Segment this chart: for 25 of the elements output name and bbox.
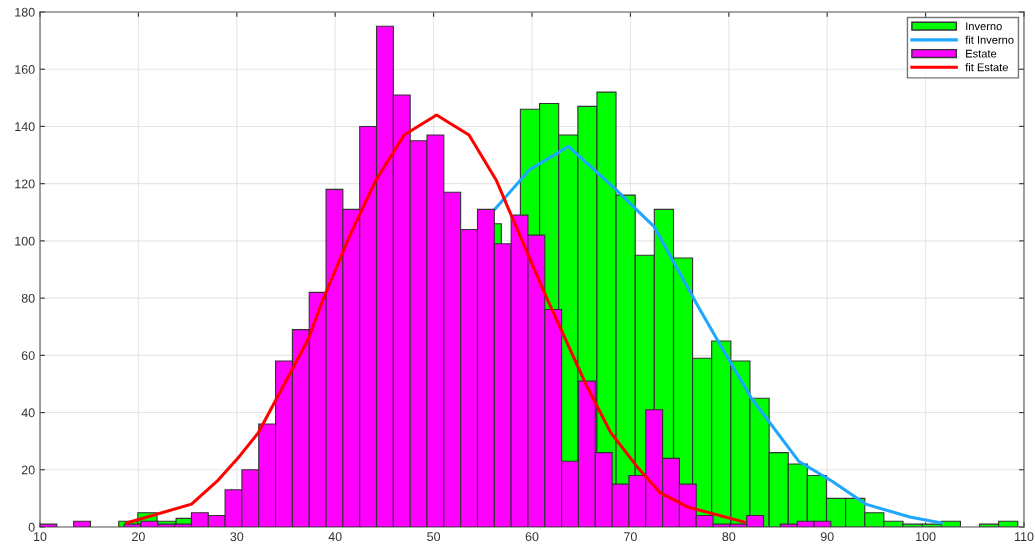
y-tick-label: 0 <box>28 522 35 532</box>
x-tick-label: 70 <box>624 532 637 542</box>
y-tick-label: 160 <box>15 65 35 74</box>
x-tick-label: 100 <box>916 532 936 542</box>
legend-label: fit Estate <box>965 63 1008 72</box>
legend-label: Estate <box>966 49 997 58</box>
x-tick-label: 30 <box>230 532 244 542</box>
y-tick-label: 40 <box>21 408 35 418</box>
x-tick-label: 50 <box>427 532 441 542</box>
y-tick-label: 120 <box>15 179 35 189</box>
legend-label: Inverno <box>966 22 1002 31</box>
y-tick-label: 80 <box>21 293 35 303</box>
x-tick-label: 110 <box>1014 532 1034 542</box>
y-tick-label: 60 <box>21 351 35 360</box>
legend-label: fit Inverno <box>965 35 1014 44</box>
x-tick-label: 60 <box>525 532 539 542</box>
y-tick-label: 100 <box>15 236 35 246</box>
y-tick-label: 20 <box>21 465 35 475</box>
x-tick-label: 40 <box>328 532 342 542</box>
x-tick-label: 80 <box>722 532 736 542</box>
y-tick-label: 180 <box>15 7 35 17</box>
x-tick-label: 20 <box>132 532 145 542</box>
x-tick-label: 90 <box>820 532 834 542</box>
y-tick-label: 140 <box>15 122 35 132</box>
x-tick-label: 10 <box>34 532 47 542</box>
